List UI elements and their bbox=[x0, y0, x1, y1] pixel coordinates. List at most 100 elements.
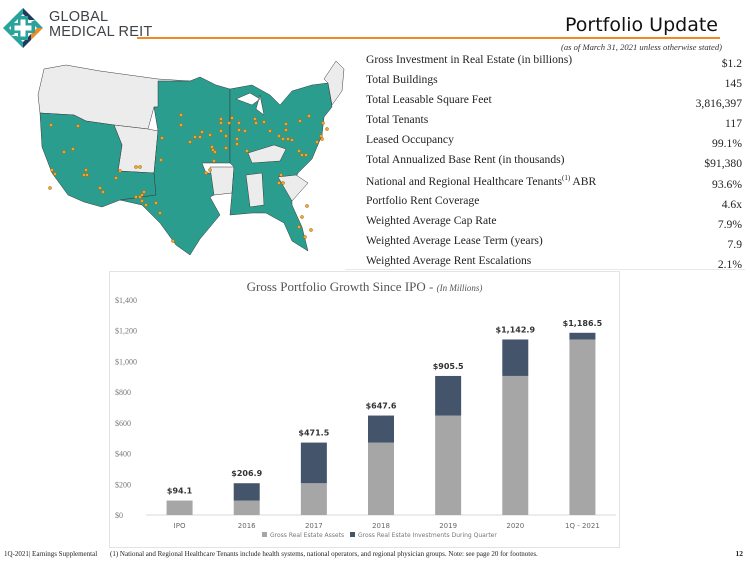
legend-label-assets: Gross Real Estate Assets bbox=[270, 532, 344, 539]
location-marker bbox=[188, 140, 192, 144]
chart-title-suffix: (In Millions) bbox=[436, 283, 483, 293]
location-marker bbox=[224, 146, 228, 150]
map-region-alabama bbox=[245, 172, 265, 208]
stat-row: National and Regional Healthcare Tenants… bbox=[366, 173, 742, 193]
stat-label: Portfolio Rent Coverage bbox=[366, 193, 479, 207]
page-subtitle: (as of March 31, 2021 unless otherwise s… bbox=[560, 42, 722, 52]
bar-data-label: $1,186.5 bbox=[563, 319, 603, 328]
stat-value: 145 bbox=[724, 77, 742, 91]
y-tick-label: $200 bbox=[115, 480, 131, 489]
location-marker bbox=[179, 123, 183, 127]
stat-row: Total Tenants 117 bbox=[366, 112, 742, 132]
chart-plot: $0 $200 $400 $600 $800 $1,000 $1,200 $1,400 $94.… bbox=[115, 296, 616, 539]
legend-label-investments: Gross Real Estate Investments During Qua… bbox=[358, 532, 497, 539]
location-marker bbox=[284, 122, 288, 126]
location-marker bbox=[237, 121, 241, 125]
stat-label-text: Total Buildings bbox=[366, 73, 438, 87]
map-region-kentucky bbox=[247, 144, 287, 164]
location-marker bbox=[171, 239, 175, 243]
stat-label: Total Tenants bbox=[366, 112, 428, 126]
location-marker bbox=[268, 129, 272, 133]
stat-row: Weighted Average Rent Escalations 2.1% bbox=[366, 253, 742, 273]
location-marker bbox=[235, 137, 239, 141]
brand-line-1: GLOBAL bbox=[49, 9, 109, 25]
y-tick-label: $1,400 bbox=[115, 296, 137, 305]
location-marker bbox=[277, 134, 281, 138]
x-tick-label: 2016 bbox=[238, 522, 256, 530]
location-marker bbox=[321, 121, 325, 125]
location-marker bbox=[85, 173, 89, 177]
location-marker bbox=[237, 128, 241, 132]
location-marker bbox=[290, 138, 294, 142]
stat-label-text: National and Regional Healthcare Tenants bbox=[366, 174, 562, 188]
x-tick-label: 2018 bbox=[372, 522, 390, 530]
stat-label-text: Weighted Average Cap Rate bbox=[366, 213, 497, 227]
location-marker bbox=[227, 121, 231, 125]
location-marker bbox=[200, 130, 204, 134]
location-marker bbox=[254, 121, 258, 125]
stat-label: Total Leasable Square Feet bbox=[366, 92, 492, 106]
location-marker bbox=[277, 181, 281, 185]
stat-label-text: Leased Occupancy bbox=[366, 133, 454, 147]
location-marker bbox=[219, 121, 223, 125]
map-great-lakes bbox=[235, 92, 265, 116]
header-divider bbox=[137, 37, 720, 39]
location-marker bbox=[245, 149, 249, 153]
stat-label: Weighted Average Rent Escalations bbox=[366, 253, 531, 267]
bar-segment-investments bbox=[569, 332, 596, 340]
location-marker bbox=[262, 120, 266, 124]
bar-segment-assets bbox=[502, 375, 529, 515]
location-marker bbox=[50, 168, 54, 172]
stat-label: Total Annualized Base Rent (in thousands… bbox=[366, 152, 565, 166]
location-marker bbox=[138, 165, 142, 169]
bar-segment-assets bbox=[300, 483, 327, 515]
location-marker bbox=[304, 153, 308, 157]
y-tick-label: $400 bbox=[115, 450, 131, 459]
bar-data-label: $94.1 bbox=[167, 487, 193, 496]
bar-data-label: $647.6 bbox=[366, 402, 397, 411]
x-tick-label: 1Q - 2021 bbox=[565, 522, 600, 530]
bar-segment-investments bbox=[368, 415, 394, 443]
legend-swatch-assets bbox=[262, 532, 267, 537]
location-marker bbox=[140, 199, 144, 203]
y-tick-label: $600 bbox=[115, 419, 131, 428]
stat-label: Weighted Average Lease Term (years) bbox=[366, 233, 543, 247]
stat-label: National and Regional Healthcare Tenants… bbox=[366, 173, 596, 188]
chart-title: Gross Portfolio Growth Since IPO - (In M… bbox=[110, 279, 619, 295]
location-marker bbox=[159, 158, 163, 162]
stat-label: Total Buildings bbox=[366, 72, 438, 86]
location-marker bbox=[179, 113, 183, 117]
location-marker bbox=[134, 195, 138, 199]
location-marker bbox=[142, 190, 146, 194]
location-marker bbox=[84, 168, 88, 172]
stats-divider bbox=[345, 269, 745, 270]
chart-title-main: Gross Portfolio Growth Since IPO - bbox=[246, 279, 437, 294]
x-tick-label: 2019 bbox=[439, 522, 457, 530]
stat-label-text: Weighted Average Lease Term (years) bbox=[366, 233, 543, 247]
us-portfolio-map bbox=[37, 60, 345, 256]
location-marker bbox=[62, 150, 66, 154]
bar-segment-investments bbox=[435, 375, 462, 416]
map-region-arkansas bbox=[209, 166, 235, 196]
location-marker bbox=[114, 176, 118, 180]
stat-label-text: Gross Investment in Real Estate (in bill… bbox=[366, 53, 573, 66]
location-marker bbox=[281, 137, 285, 141]
stat-row: Leased Occupancy 99.1% bbox=[366, 132, 742, 152]
location-marker bbox=[53, 172, 57, 176]
bar-segment-assets bbox=[166, 500, 193, 515]
location-marker bbox=[230, 116, 234, 120]
location-marker bbox=[208, 168, 212, 172]
bar-segment-assets bbox=[368, 442, 394, 515]
stat-value: 2.1% bbox=[717, 257, 742, 271]
bar-data-label: $905.5 bbox=[433, 362, 464, 371]
stat-row: Portfolio Rent Coverage 4.6x bbox=[366, 193, 742, 213]
location-marker bbox=[298, 119, 302, 123]
location-marker bbox=[303, 235, 307, 239]
location-marker bbox=[219, 117, 223, 121]
stat-label-text: Weighted Average Rent Escalations bbox=[366, 253, 532, 267]
location-marker bbox=[204, 171, 208, 175]
location-marker bbox=[160, 136, 164, 140]
map-region-central bbox=[119, 76, 231, 256]
brand-line-2: MEDICAL REIT bbox=[49, 24, 153, 40]
stat-value: 93.6% bbox=[712, 177, 742, 191]
